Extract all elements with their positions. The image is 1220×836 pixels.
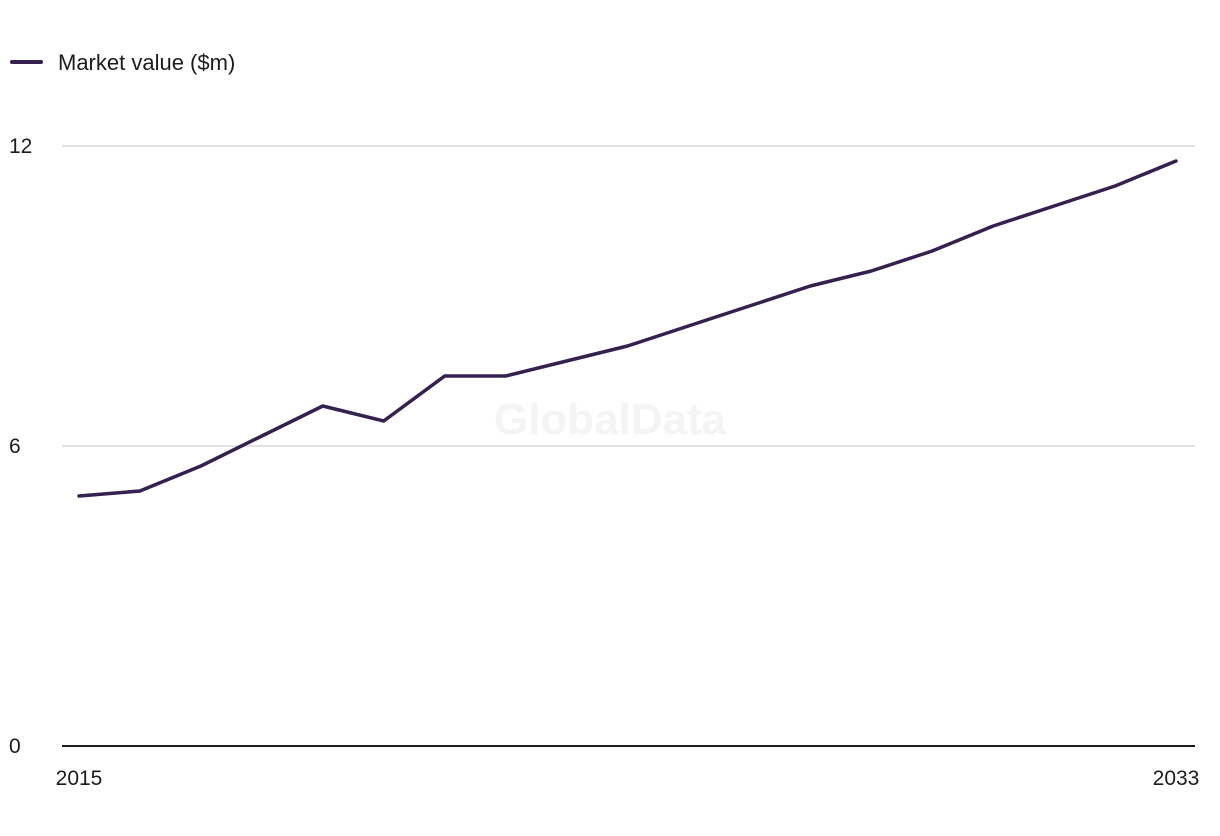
data-point bbox=[565, 359, 569, 363]
data-point bbox=[747, 304, 751, 308]
data-point bbox=[1113, 184, 1117, 188]
legend: Market value ($m) bbox=[10, 50, 235, 75]
x-axis-ticks: 2015 2033 bbox=[56, 767, 1200, 790]
x-tick-label: 2015 bbox=[56, 767, 103, 790]
data-point bbox=[808, 284, 812, 288]
data-point bbox=[991, 224, 995, 228]
data-point bbox=[443, 374, 447, 378]
data-point bbox=[260, 434, 264, 438]
data-point bbox=[626, 344, 630, 348]
x-tick-label: 2033 bbox=[1153, 767, 1200, 790]
legend-label: Market value ($m) bbox=[58, 50, 235, 75]
data-point bbox=[1174, 159, 1178, 163]
data-point bbox=[686, 324, 690, 328]
y-axis-ticks: 0 6 12 bbox=[9, 135, 32, 758]
watermark: GlobalData bbox=[494, 395, 727, 444]
data-point bbox=[382, 419, 386, 423]
data-point bbox=[1052, 204, 1056, 208]
data-point bbox=[869, 269, 873, 273]
data-point bbox=[77, 494, 81, 498]
data-point bbox=[138, 489, 142, 493]
y-tick-label: 6 bbox=[9, 435, 21, 458]
y-tick-label: 0 bbox=[9, 735, 21, 758]
data-point bbox=[199, 464, 203, 468]
y-tick-label: 12 bbox=[9, 135, 32, 158]
data-point bbox=[321, 404, 325, 408]
grid-lines bbox=[62, 145, 1195, 447]
data-point bbox=[930, 249, 934, 253]
data-point bbox=[504, 374, 508, 378]
series-line bbox=[77, 159, 1178, 498]
